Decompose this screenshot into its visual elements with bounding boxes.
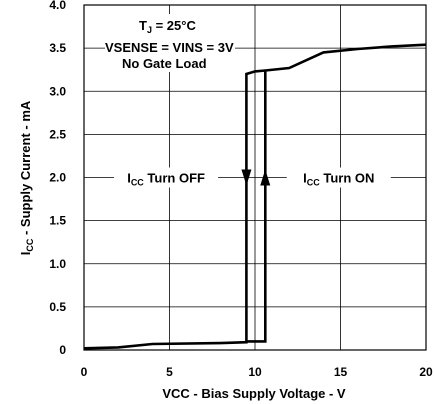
annotation-label: ICC Turn ON xyxy=(303,171,374,188)
plot-border xyxy=(83,4,427,351)
y-tick-labels: 0 0.5 1.0 1.5 2.0 2.5 3.0 3.5 4.0 xyxy=(49,0,66,357)
annotation-background xyxy=(114,167,219,188)
turn-on-arrow xyxy=(260,169,271,186)
x-tick-label: 10 xyxy=(248,365,262,379)
series-line xyxy=(83,43,427,350)
x-tick-labels: 0 5 10 15 20 xyxy=(81,365,433,379)
conditions-box: TJ = 25°C VSENSE = VINS = 3V No Gate Loa… xyxy=(105,14,235,72)
x-tick-label: 5 xyxy=(166,365,173,379)
annotation-background xyxy=(286,167,391,188)
series-layer xyxy=(83,43,427,350)
turn-off-arrow xyxy=(241,169,252,186)
y-tick-label: 1.0 xyxy=(49,257,66,271)
turn-on-branch xyxy=(246,70,267,343)
condition-vsense: VSENSE = VINS = 3V xyxy=(105,40,234,55)
y-tick-label: 0.5 xyxy=(49,300,66,314)
y-tick-label: 2.0 xyxy=(49,171,66,185)
plot-frame xyxy=(83,4,427,351)
condition-tj: TJ = 25°C xyxy=(139,18,196,35)
y-tick-label: 2.5 xyxy=(49,127,66,141)
y-axis-label: ICC - Supply Current - mA xyxy=(18,100,35,255)
y-tick-label: 0 xyxy=(59,343,66,357)
y-tick-label: 3.5 xyxy=(49,41,66,55)
y-tick-label: 4.0 xyxy=(49,0,66,12)
y-tick-label: 3.0 xyxy=(49,84,66,98)
x-tick-label: 15 xyxy=(334,365,348,379)
x-tick-label: 20 xyxy=(419,365,433,379)
hysteresis-arrows xyxy=(241,169,271,186)
conditions-background xyxy=(105,14,235,72)
annotations: ICC Turn OFF ICC Turn ON xyxy=(114,167,391,188)
condition-no-gate-load: No Gate Load xyxy=(122,56,207,71)
annotation-label: ICC Turn OFF xyxy=(127,171,205,188)
y-tick-label: 1.5 xyxy=(49,214,66,228)
x-axis-label: VCC - Bias Supply Voltage - V xyxy=(162,386,346,401)
x-tick-label: 0 xyxy=(81,365,88,379)
